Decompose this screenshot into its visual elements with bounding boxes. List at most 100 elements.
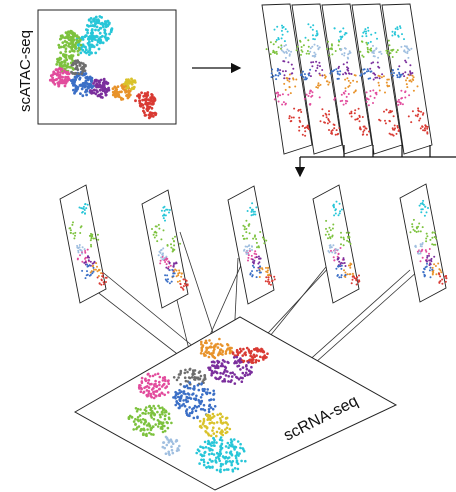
cell-dot (257, 266, 260, 269)
cell-dot (328, 129, 330, 131)
cell-dot (165, 263, 168, 266)
cell-dot (86, 24, 89, 27)
cell-dot (79, 38, 82, 42)
cell-dot (400, 45, 403, 48)
cell-dot (207, 410, 211, 414)
cell-dot (164, 274, 167, 277)
cell-dot (329, 229, 332, 232)
cell-dot (394, 27, 397, 30)
cell-dot (146, 381, 150, 385)
cell-dot (104, 25, 108, 29)
cell-dot (158, 406, 162, 410)
cell-dot (431, 266, 434, 269)
cell-dot (297, 109, 300, 112)
cell-dot (340, 243, 342, 246)
cell-dot (429, 276, 432, 279)
cell-dot (423, 268, 426, 271)
cell-dot (151, 228, 153, 230)
cell-dot (139, 429, 142, 432)
cell-dot (217, 452, 220, 456)
cell-dot (92, 84, 95, 88)
cell-dot (387, 49, 390, 52)
cell-dot (333, 249, 336, 252)
cell-dot (280, 47, 282, 50)
cell-dot (328, 226, 331, 229)
cell-dot (182, 390, 186, 393)
cell-dot (105, 281, 107, 283)
cell-dot (249, 206, 252, 209)
cell-dot (175, 269, 178, 272)
cell-dot (77, 251, 80, 254)
cell-dot (97, 39, 101, 42)
cell-dot (397, 34, 400, 37)
cell-dot (411, 110, 414, 113)
cell-dot (170, 246, 173, 249)
cell-dot (87, 18, 91, 22)
cell-dot (166, 391, 170, 394)
cell-dot (367, 77, 370, 80)
cell-dot (85, 51, 88, 55)
cell-dot (132, 428, 135, 431)
cell-dot (85, 81, 88, 85)
cell-dot (64, 50, 68, 53)
cell-dot (102, 85, 106, 89)
cell-dot (286, 30, 289, 33)
cell-dot (172, 396, 175, 399)
cell-dot (409, 231, 412, 234)
cell-dot (246, 245, 249, 248)
cell-dot (223, 360, 226, 363)
cell-dot (145, 389, 149, 392)
cell-dot (97, 28, 100, 32)
cell-dot (349, 262, 352, 265)
cell-dot (153, 97, 157, 101)
cell-dot (56, 57, 59, 61)
cell-dot (134, 423, 137, 426)
cell-dot (281, 24, 283, 27)
cell-dot (374, 76, 377, 79)
cell-dot (342, 236, 345, 239)
cell-dot (287, 93, 290, 96)
cell-dot (351, 278, 354, 281)
cell-dot (303, 73, 306, 76)
cell-dot (365, 100, 368, 103)
cell-dot (315, 30, 318, 33)
cell-dot (274, 74, 277, 77)
cell-dot (97, 79, 101, 83)
cell-dot (79, 232, 82, 234)
cell-dot (206, 413, 210, 417)
cell-dot (78, 77, 81, 81)
cell-dot (330, 131, 333, 134)
cell-dot (60, 34, 64, 38)
cell-dot (162, 382, 166, 386)
cell-dot (419, 117, 422, 120)
cell-dot (95, 19, 98, 23)
cell-dot (410, 47, 413, 50)
cell-dot (247, 224, 250, 227)
cell-dot (66, 62, 70, 66)
cell-dot (255, 206, 258, 209)
cell-dot (307, 45, 310, 48)
cell-dot (207, 441, 211, 444)
cell-dot (293, 107, 296, 110)
cell-dot (185, 279, 188, 282)
cell-dot (218, 438, 222, 442)
cell-dot (149, 392, 153, 396)
cell-dot (247, 256, 250, 259)
cell-dot (182, 399, 185, 402)
cell-dot (207, 433, 211, 437)
cell-dot (352, 275, 355, 278)
cell-dot (326, 122, 329, 125)
cell-dot (310, 61, 313, 64)
cell-dot (249, 272, 252, 275)
cell-dot (212, 436, 215, 440)
cell-dot (248, 372, 252, 376)
cell-dot (178, 373, 182, 376)
cell-dot (61, 71, 65, 75)
cell-dot (172, 272, 175, 275)
cell-dot (337, 77, 340, 80)
cell-dot (139, 390, 143, 394)
cell-dot (211, 407, 215, 411)
cell-dot (184, 398, 188, 402)
cell-dot (348, 52, 351, 55)
cell-dot (168, 282, 171, 285)
